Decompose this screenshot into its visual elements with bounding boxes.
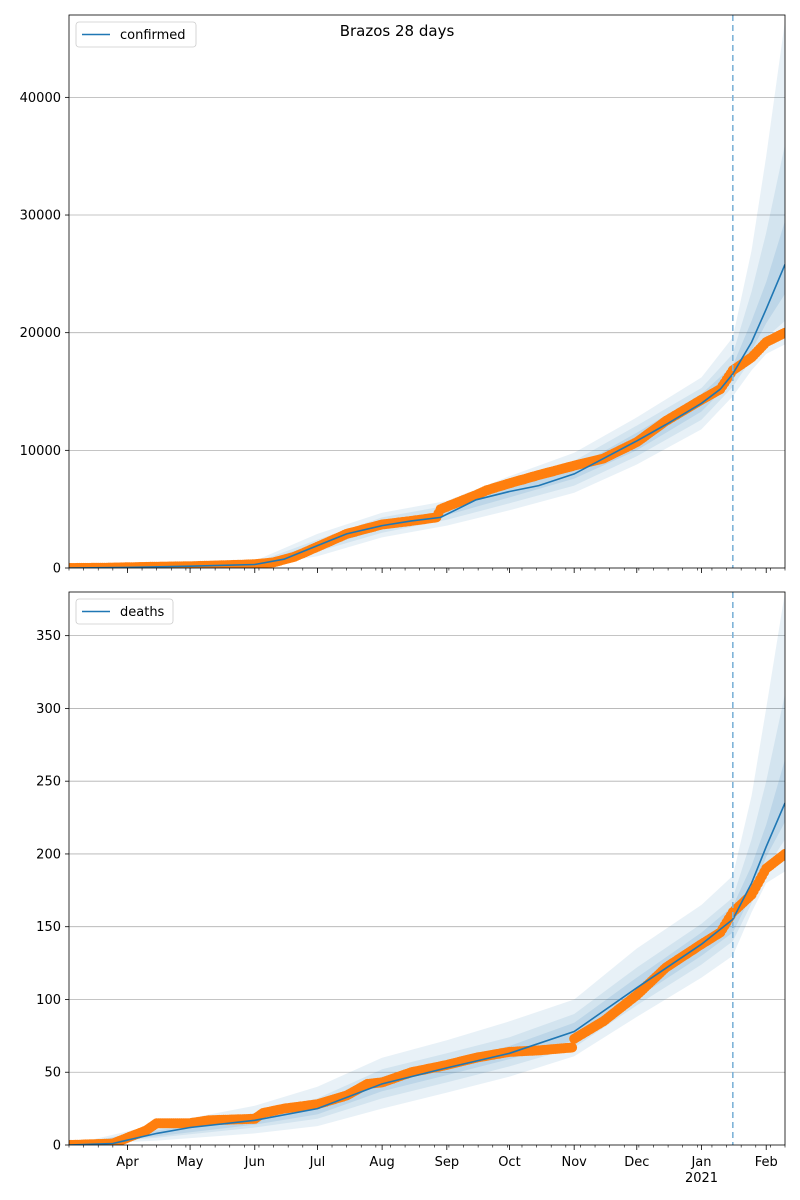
- x-tick-label: Apr: [116, 1155, 139, 1170]
- legend-label: confirmed: [120, 28, 186, 43]
- deaths-plot: 0 50 100 150 200 250 300 350 Apr May Jun Jul Aug Sep O…: [36, 591, 786, 1186]
- x-tick-label: Sep: [435, 1155, 460, 1170]
- legend: deaths: [75, 598, 174, 625]
- y-tick-label: 350: [36, 629, 61, 644]
- y-tick-label: 40000: [20, 91, 61, 106]
- confirmed-plot: 0 10000 20000 30000 40000 confirmed Brazos 28 …: [20, 14, 786, 577]
- y-tick-label: 100: [36, 993, 61, 1008]
- y-tick-label: 20000: [20, 326, 61, 341]
- plot-area: [69, 592, 785, 1145]
- x-tick-label: Oct: [498, 1155, 520, 1170]
- x-tick-label: Dec: [624, 1155, 649, 1170]
- y-tick-label: 250: [36, 775, 61, 790]
- x-tick-label: Jul: [309, 1155, 326, 1170]
- x-tick-label: Jan: [690, 1155, 711, 1170]
- model-line-confirmed: [69, 264, 785, 568]
- y-tick-label: 300: [36, 702, 61, 717]
- plot-area: [69, 20, 785, 568]
- x-tick-label: May: [177, 1155, 204, 1170]
- x-tick-label: Aug: [369, 1155, 394, 1170]
- x-tick-label: Jun: [244, 1155, 265, 1170]
- y-tick-label: 0: [53, 1139, 61, 1154]
- chart-title: Brazos 28 days: [340, 22, 455, 40]
- x-tick-label: Nov: [561, 1155, 587, 1170]
- x-tick-label: Feb: [755, 1155, 778, 1170]
- uncertainty-band-outer: [69, 592, 785, 1145]
- y-tick-label: 200: [36, 847, 61, 862]
- legend: confirmed: [75, 21, 197, 48]
- y-tick-label: 10000: [20, 444, 61, 459]
- y-tick-label: 30000: [20, 209, 61, 224]
- observed-point: [780, 327, 785, 338]
- legend-label: deaths: [120, 605, 165, 620]
- legend-box: [75, 598, 174, 625]
- y-tick-label: 150: [36, 920, 61, 935]
- observed-point: [780, 848, 785, 859]
- y-tick-label: 50: [44, 1066, 61, 1081]
- observed-point: [567, 1042, 578, 1053]
- model-line-deaths: [69, 802, 785, 1145]
- axes-frame: [68, 14, 786, 569]
- x-year-label: 2021: [685, 1171, 718, 1186]
- axes-frame: [68, 591, 786, 1146]
- y-tick-label: 0: [53, 562, 61, 577]
- legend-box: [75, 21, 197, 48]
